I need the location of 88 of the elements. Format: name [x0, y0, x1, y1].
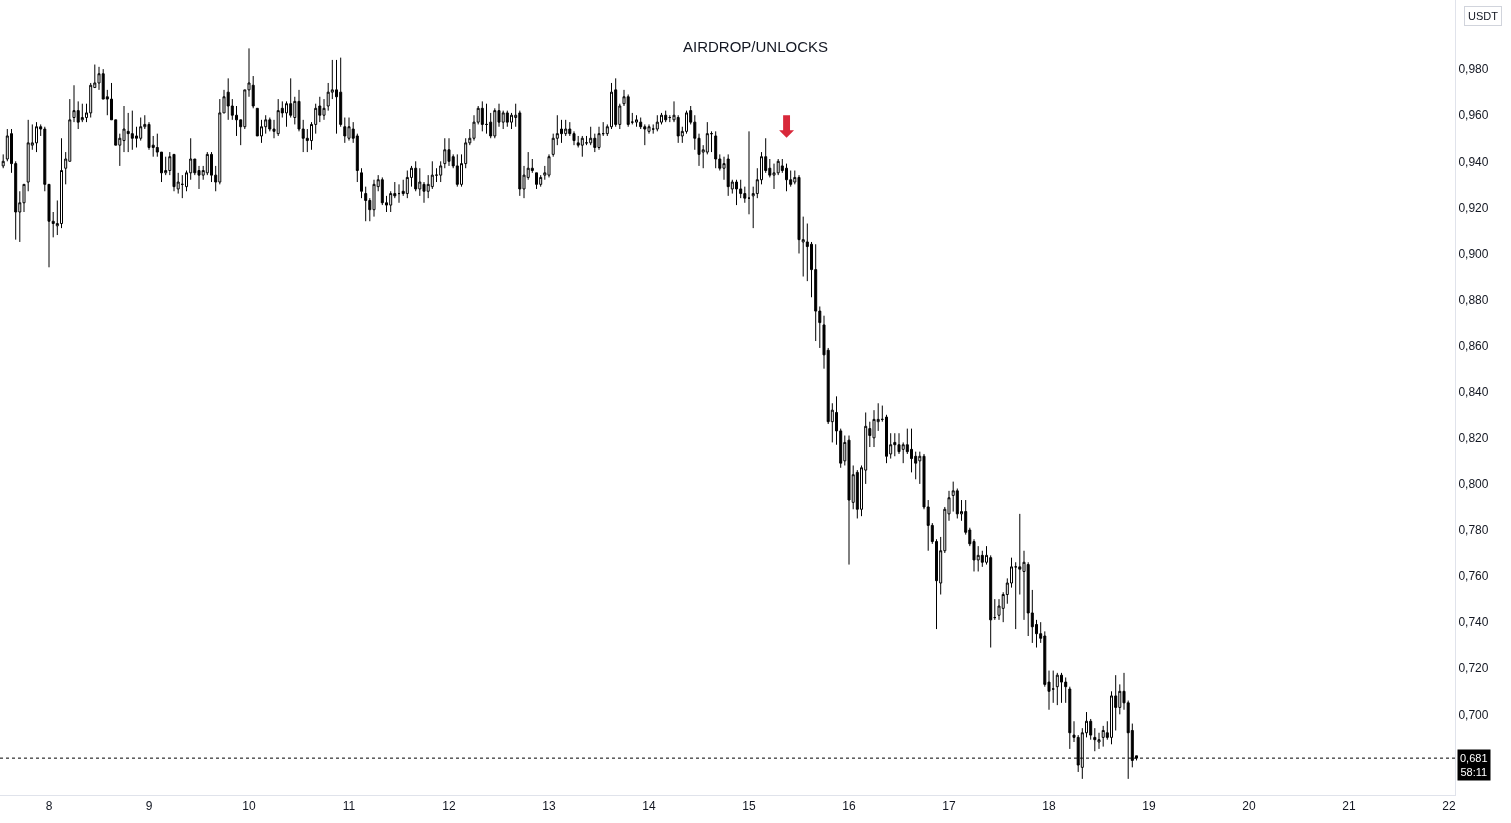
candlestick [26, 119, 30, 192]
x-tick-label: 10 [242, 799, 256, 814]
candlestick [447, 137, 451, 167]
candlestick [414, 160, 418, 192]
candlestick [664, 110, 668, 123]
candlestick [772, 163, 776, 190]
candlestick [980, 550, 984, 568]
candlestick [547, 153, 551, 178]
candlestick [539, 174, 543, 188]
y-tick-label: 0,740 [1458, 615, 1489, 630]
x-tick-label: 18 [1042, 799, 1056, 814]
candlestick [855, 469, 859, 519]
y-tick-label: 0,780 [1458, 523, 1489, 538]
candlestick [535, 172, 538, 190]
candlestick [276, 98, 280, 137]
x-tick-label: 22 [1442, 799, 1456, 814]
ref-line-label: 0,681 58:11 [1460, 752, 1488, 779]
candlestick [347, 117, 351, 142]
candlestick [485, 103, 488, 135]
candlestick [635, 114, 638, 128]
text: USDT [1468, 10, 1499, 22]
x-tick-label: 8 [45, 799, 53, 814]
candlestick [1064, 676, 1068, 704]
candlestick [655, 114, 659, 132]
y-tick-label: 0,980 [1458, 62, 1489, 77]
y-tick-label: 0,760 [1458, 569, 1489, 584]
y-tick-label: 0,920 [1458, 200, 1489, 215]
candlestick [1097, 732, 1101, 750]
candlestick [372, 179, 376, 218]
x-tick-label: 16 [842, 799, 856, 814]
y-tick-label: 0,700 [1458, 707, 1489, 722]
x-tick-label: 14 [642, 799, 656, 814]
candlestick [1068, 686, 1072, 750]
annotation: ⬇ [774, 109, 800, 144]
y-tick-label: 0,840 [1458, 384, 1489, 399]
candlestick [443, 137, 447, 169]
y-tick-label: 0,940 [1458, 154, 1489, 169]
candlestick [35, 121, 38, 153]
candlestick [226, 77, 230, 121]
x-tick-label: 20 [1242, 799, 1256, 814]
y-tick-label: 0,900 [1458, 246, 1489, 261]
x-tick-label: 13 [542, 799, 556, 814]
candlestick [322, 98, 326, 121]
x-tick-label: 17 [942, 799, 956, 814]
y-tick-label: 0,800 [1458, 477, 1489, 492]
candlestick [364, 186, 368, 222]
candlestick [785, 163, 788, 192]
candlestick [455, 153, 459, 188]
candlestick [480, 100, 484, 132]
candlestick [360, 167, 363, 199]
candlestick [439, 160, 443, 183]
candlestick [614, 77, 618, 128]
candlestick [343, 117, 347, 144]
x-tick-label: 12 [442, 799, 456, 814]
y-tick-label: 0,860 [1458, 338, 1489, 353]
candlestick [335, 59, 338, 135]
y-tick-label: 0,720 [1458, 661, 1489, 676]
candlestick [993, 598, 997, 621]
x-tick-label: 11 [342, 799, 356, 814]
candlestick [1093, 727, 1097, 752]
x-tick-label: 9 [145, 799, 153, 814]
candlestick [726, 153, 730, 197]
x-tick-label: 15 [742, 799, 756, 814]
candlestick [893, 432, 897, 457]
y-tick-label: 0,960 [1458, 108, 1489, 123]
candlestick [580, 135, 584, 158]
candlestick [597, 126, 601, 151]
candlestick [505, 110, 509, 128]
x-tick-label: 19 [1142, 799, 1156, 814]
candlestick [130, 110, 134, 151]
candlestick [1055, 672, 1059, 706]
candlestick [735, 179, 738, 206]
y-tick-label: 0,880 [1458, 292, 1489, 307]
candlestick [626, 93, 630, 128]
candlestick [714, 130, 718, 169]
candlestick [885, 414, 888, 464]
candlestick [710, 130, 713, 153]
candlestick [180, 174, 184, 199]
candlestick [1101, 725, 1105, 748]
candlestick [560, 119, 563, 144]
candlestick [493, 107, 497, 139]
y-tick-label: 0,820 [1458, 431, 1489, 446]
candlestick [405, 170, 409, 199]
candlestick [847, 435, 851, 566]
candlestick [1060, 672, 1063, 704]
x-tick-label: 21 [1342, 799, 1356, 814]
text: AIRDROP/UNLOCKS [682, 38, 829, 56]
candlestick [172, 153, 176, 192]
